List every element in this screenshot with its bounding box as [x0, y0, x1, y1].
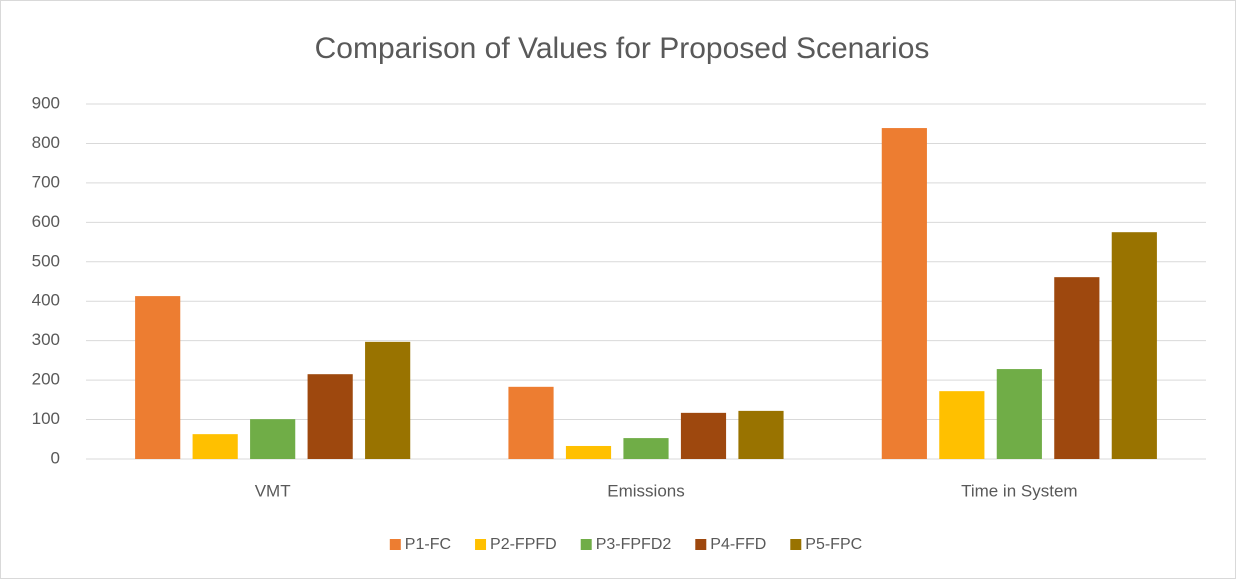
y-tick-label: 200 [32, 370, 60, 389]
bar [1054, 277, 1100, 459]
y-tick-label: 600 [32, 212, 60, 231]
bar [135, 296, 181, 459]
bar [1111, 232, 1157, 459]
y-tick-label: 0 [51, 448, 60, 467]
legend-label: P3-FPFD2 [596, 536, 672, 553]
bar [565, 445, 612, 459]
bar [365, 341, 411, 459]
bar [680, 412, 727, 459]
legend-swatch [790, 539, 802, 550]
legend-label: P5-FPC [805, 536, 862, 553]
y-tick-label: 100 [32, 409, 60, 428]
legend-label: P4-FFD [710, 536, 766, 553]
bar [623, 438, 669, 459]
bar [192, 434, 238, 459]
y-tick-label: 300 [32, 330, 60, 349]
bar [250, 419, 296, 459]
y-tick-label: 900 [32, 93, 60, 112]
x-tick-label: Time in System [961, 481, 1078, 500]
legend-label: P2-FPFD [490, 536, 557, 553]
bar [508, 386, 554, 459]
chart-title: Comparison of Values for Proposed Scenar… [315, 32, 930, 65]
legend-swatch [695, 539, 707, 550]
y-tick-label: 400 [32, 291, 60, 310]
bar [307, 374, 353, 459]
y-tick-label: 500 [32, 251, 60, 270]
y-tick-label: 700 [32, 172, 60, 191]
legend-label: P1-FC [405, 536, 451, 553]
x-tick-label: VMT [255, 481, 291, 500]
y-tick-label: 800 [32, 133, 60, 152]
x-tick-label: Emissions [607, 481, 684, 500]
bar [996, 369, 1042, 459]
legend-swatch [475, 539, 487, 550]
legend-swatch [580, 539, 592, 550]
legend-swatch [389, 539, 401, 550]
bar [738, 410, 784, 459]
bar [939, 391, 985, 459]
bar [881, 128, 927, 460]
